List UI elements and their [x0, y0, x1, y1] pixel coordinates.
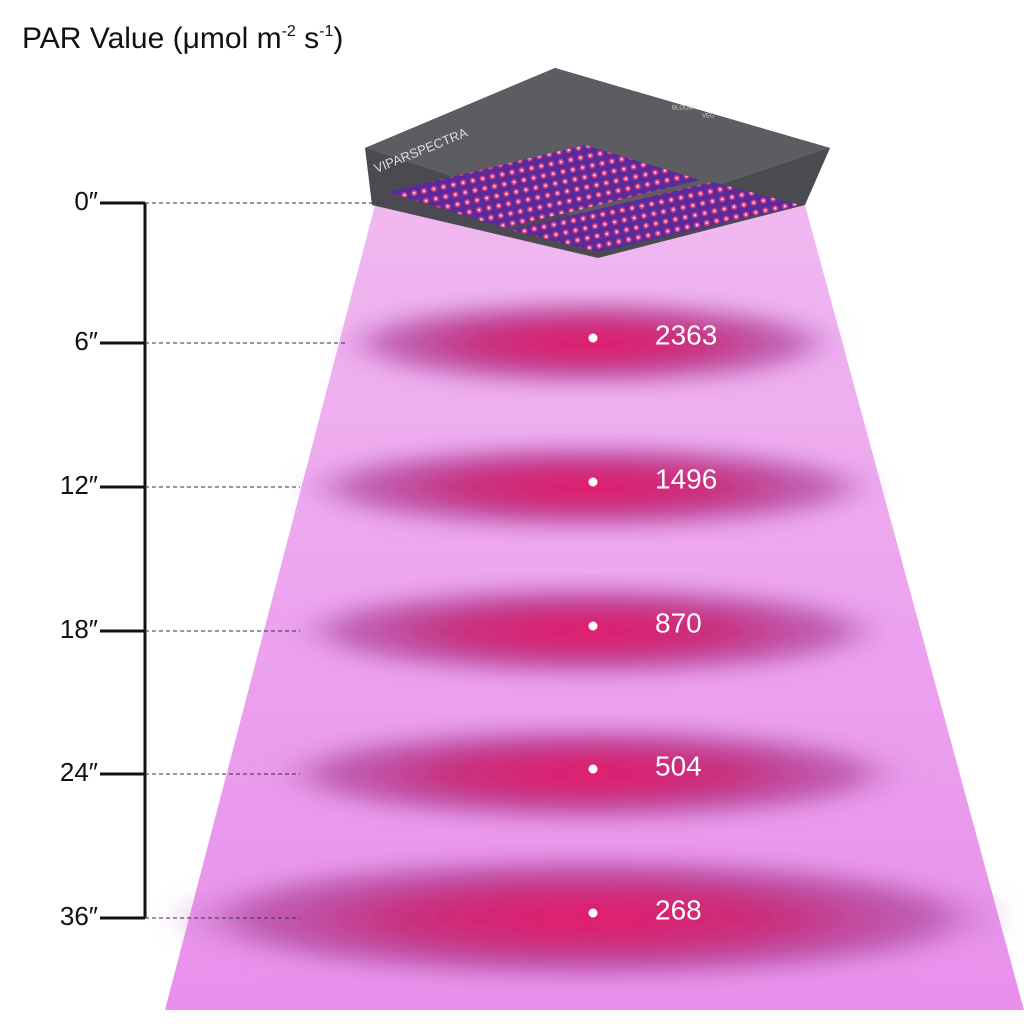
led-panel — [388, 145, 700, 228]
light-spots — [160, 298, 1020, 983]
distance-label: 36″ — [60, 901, 98, 931]
par-value: 870 — [655, 607, 702, 638]
distance-label: 12″ — [60, 470, 98, 500]
par-value: 268 — [655, 894, 702, 925]
par-value: 1496 — [655, 463, 717, 494]
measure-point — [588, 908, 598, 918]
light-spot — [280, 583, 900, 679]
lamp-switch-label: BLOOM — [672, 106, 694, 112]
lamp: VIPARSPECTRA BLOOM VEG — [365, 68, 830, 258]
measure-point — [588, 477, 598, 487]
light-spot — [160, 853, 1020, 983]
distance-label: 6″ — [74, 326, 98, 356]
title-text: ) — [333, 22, 343, 55]
title-exponent: -2 — [282, 23, 296, 40]
measure-point — [588, 764, 598, 774]
light-spot — [330, 298, 850, 388]
title-text: PAR Value (μmol m — [22, 22, 282, 55]
measure-point — [588, 621, 598, 631]
distance-label: 0″ — [74, 186, 98, 216]
par-value: 2363 — [655, 319, 717, 350]
par-value: 504 — [655, 750, 702, 781]
light-spot — [290, 442, 890, 532]
led-panel — [510, 182, 800, 252]
title-exponent: -1 — [319, 23, 333, 40]
title-text: s — [296, 22, 319, 55]
title: PAR Value (μmol m-2 s-1) — [22, 22, 343, 55]
lamp-switch-label: VEG — [702, 114, 715, 120]
light-spot — [260, 724, 920, 824]
distance-label: 24″ — [60, 757, 98, 787]
measure-point — [588, 333, 598, 343]
levels: 0″ 6″ 2363 12″ 1496 18″ 870 24″ 504 36″ 268 — [60, 186, 717, 931]
distance-label: 18″ — [60, 614, 98, 644]
